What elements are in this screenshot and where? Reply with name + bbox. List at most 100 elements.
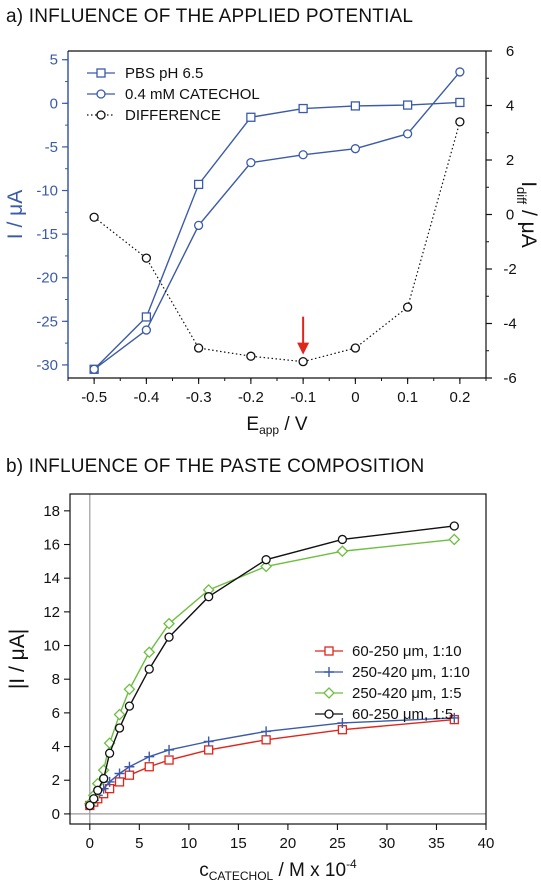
y-right-label-unit: / μA — [517, 204, 540, 248]
data-point — [350, 101, 361, 111]
chart-a: -0.5 -0.4 -0.3 -0.2 -0.1 0 0.1 0.250-5-10-15-20… — [4, 43, 540, 437]
data-point — [204, 592, 214, 602]
x-label-sup: -4 — [346, 857, 357, 871]
x-tick-label: -0.2 — [238, 389, 264, 406]
y-left-tick-label: -25 — [36, 313, 58, 330]
data-point — [113, 708, 126, 721]
x-label-main: E — [246, 414, 259, 435]
data-point — [141, 325, 152, 335]
y-right-tick-label: 2 — [506, 152, 514, 169]
data-point — [246, 351, 256, 361]
data-point — [350, 144, 361, 154]
x-tick-label: 0 — [86, 835, 94, 852]
y-left-tick-label: -20 — [36, 270, 58, 287]
y-tick-label: 6 — [52, 705, 60, 722]
chart-a-title: a) INFLUENCE OF THE APPLIED POTENTIAL — [6, 6, 414, 27]
data-point — [144, 751, 155, 762]
x-tick-label: 0.1 — [397, 389, 418, 406]
data-point — [85, 800, 95, 811]
x-tick-label: 10 — [181, 835, 198, 852]
y-axis-label: |I / μA| — [6, 629, 29, 689]
data-point — [193, 179, 204, 190]
legend-a: PBS pH 6.5 0.4 mM CATECHOL DIFFERENCE — [87, 65, 260, 124]
data-point — [402, 100, 413, 110]
legend-b: 60-250 μm, 1:10 250-420 μm, 1:10 250-420 μ… — [315, 643, 470, 723]
x-tick-label: 20 — [280, 835, 297, 852]
legend-label: 60-250 μm, 1:10 — [352, 643, 462, 660]
x-tick-label: 40 — [478, 835, 495, 852]
legend-marker — [323, 687, 335, 699]
data-point — [298, 103, 308, 114]
x-tick-label: -0.4 — [133, 389, 159, 406]
x-tick-label: 0 — [351, 389, 359, 406]
data-point — [449, 712, 460, 723]
x-tick-label: 35 — [428, 835, 445, 852]
chart-b: 0 5 10 15 20 25 30 35 40 0 2 4 6 8 10 12 14 16 18 |I / μA| c… — [6, 493, 495, 880]
y-right-tick-label: 0 — [506, 207, 514, 224]
data-point — [141, 253, 152, 263]
data-point — [193, 220, 204, 231]
data-point — [402, 129, 413, 139]
x-axis-label: Eapp / V — [246, 414, 308, 437]
data-point — [123, 683, 136, 696]
data-point — [449, 521, 459, 531]
data-point — [336, 545, 349, 558]
y-right-tick-label: 4 — [506, 98, 514, 115]
x-label-main: c — [199, 860, 209, 880]
y-tick-label: 18 — [43, 503, 60, 520]
data-point — [93, 785, 103, 795]
y-right-label-main: I — [517, 181, 540, 187]
arrow-head — [297, 342, 310, 355]
legend-marker — [96, 110, 106, 120]
series-line-0 — [93, 101, 460, 370]
series-line-1 — [93, 71, 461, 370]
legend-marker — [324, 667, 334, 677]
y-left-axis-label: I / μA — [4, 190, 27, 239]
data-point — [99, 773, 109, 784]
y-left-tick-label: 5 — [50, 52, 58, 69]
data-point — [89, 364, 99, 374]
y-tick-label: 4 — [52, 739, 60, 756]
data-point — [298, 356, 308, 367]
data-point — [402, 302, 413, 312]
data-point — [448, 533, 461, 546]
data-point — [164, 744, 175, 755]
y-right-label-sub: diff — [514, 187, 529, 204]
y-tick-label: 2 — [52, 772, 60, 789]
data-point — [203, 736, 214, 747]
legend-label: PBS pH 6.5 — [125, 65, 203, 82]
plot-frame — [69, 493, 487, 825]
series-line-1 — [89, 717, 455, 806]
y-tick-label: 8 — [52, 671, 60, 688]
legend-marker — [324, 646, 334, 656]
y-right-tick-label: -6 — [503, 370, 516, 387]
y-right-tick-label: -2 — [503, 261, 516, 278]
legend-marker — [96, 68, 106, 78]
y-left-tick-label: -30 — [36, 357, 58, 374]
x-label-unit: / V — [279, 414, 308, 435]
data-point — [246, 112, 256, 122]
data-point — [455, 67, 465, 77]
x-tick-label: -0.3 — [186, 389, 212, 406]
x-tick-label: 15 — [230, 835, 247, 852]
data-point — [337, 534, 348, 545]
legend-label: DIFFERENCE — [125, 107, 221, 124]
data-point — [143, 646, 156, 659]
x-label-sub: CATECHOL — [209, 869, 274, 880]
data-point — [141, 312, 152, 322]
y-right-tick-label: 6 — [506, 43, 514, 60]
y-left-tick-label: -15 — [36, 226, 58, 243]
x-axis-label: cCATECHOL / M x 10-4 — [199, 857, 357, 880]
data-point — [164, 755, 174, 765]
x-label-unit: / M x 10 — [273, 860, 346, 880]
x-tick-label: 30 — [379, 835, 396, 852]
data-point — [114, 723, 125, 733]
series-line-0 — [89, 718, 455, 807]
legend-label: 60-250 μm, 1:5 — [352, 706, 453, 723]
legend-label: 0.4 mM CATECHOL — [125, 86, 260, 103]
data-point — [124, 761, 135, 772]
y-tick-label: 14 — [43, 570, 60, 587]
y-tick-label: 12 — [43, 604, 60, 621]
data-point — [163, 617, 175, 630]
legend-label: 250-420 μm, 1:5 — [352, 685, 462, 702]
